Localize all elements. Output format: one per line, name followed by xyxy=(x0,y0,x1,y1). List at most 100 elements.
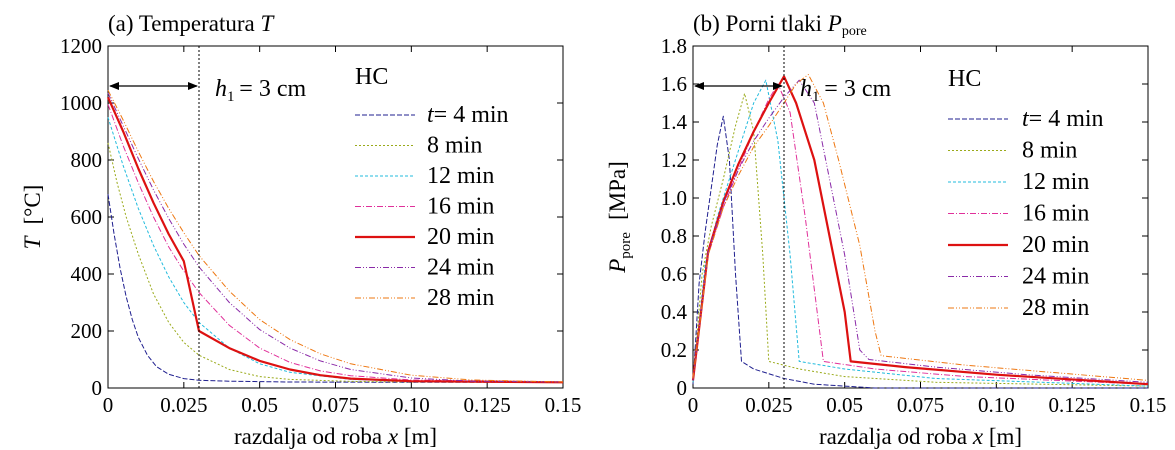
legend-label-text: 20 min xyxy=(427,224,494,250)
legend-label-text: 12 min xyxy=(427,163,494,189)
y-axis-label-var: P xyxy=(605,259,630,274)
x-tick-label: 0.025 xyxy=(745,393,792,417)
y-tick-label: 0.6 xyxy=(661,262,687,286)
series-line-4 xyxy=(106,96,564,384)
legend-label-0: t= 4 min xyxy=(1022,106,1104,132)
legend-label-0: t= 4 min xyxy=(427,102,509,128)
h1-label: h1 = 3 cm xyxy=(215,76,306,105)
legend-label-3: 16 min xyxy=(1022,201,1089,227)
legend-label-5: 24 min xyxy=(427,255,494,281)
x-axis-label-text: razdalja od roba xyxy=(819,424,973,449)
legend-time-var: t xyxy=(427,102,435,128)
y-tick-label: 0.4 xyxy=(661,300,688,324)
x-tick-label: 0.075 xyxy=(897,393,944,417)
y-tick-label: 1200 xyxy=(60,34,102,58)
legend-label-1: 8 min xyxy=(1022,138,1077,164)
legend-label-text: 16 min xyxy=(427,194,494,220)
legend-label-1: 8 min xyxy=(427,133,482,159)
x-tick-label: 0.125 xyxy=(1049,393,1096,417)
legend-label-text: 24 min xyxy=(1022,264,1089,290)
y-tick-label: 800 xyxy=(71,148,103,172)
y-axis-label-unit: [MPa] xyxy=(605,161,630,220)
series-line-4 xyxy=(691,75,1149,386)
x-axis-label-text: razdalja od roba xyxy=(234,424,388,449)
legend-label-text: 20 min xyxy=(1022,232,1089,258)
title-text: (b) Porni tlaki xyxy=(693,11,828,36)
series-line-3 xyxy=(107,104,564,383)
h1-arrow-right-head xyxy=(188,82,198,90)
legend-label-text: 16 min xyxy=(1022,201,1089,227)
y-tick-label: 0 xyxy=(92,376,103,400)
x-tick-label: 0.10 xyxy=(978,393,1015,417)
h1-arrow-left-head xyxy=(694,82,704,90)
series-line-0 xyxy=(692,115,1148,389)
x-tick-label: 0.075 xyxy=(312,393,359,417)
h1-value: = 3 cm xyxy=(820,76,892,102)
y-tick-label: 0 xyxy=(677,376,688,400)
y-tick-label: 600 xyxy=(71,205,103,229)
h1-sub: 1 xyxy=(227,89,235,105)
legend-time-var: t xyxy=(1022,106,1030,132)
h1-arrow-right-head xyxy=(773,82,783,90)
title-sub: pore xyxy=(842,24,867,39)
legend-label-text: 12 min xyxy=(1022,169,1089,195)
panel-title: (b) Porni tlaki Ppore xyxy=(693,11,867,39)
legend-label-2: 12 min xyxy=(1022,169,1089,195)
y-axis-label-sub: pore xyxy=(618,232,634,259)
y-tick-label: 1.4 xyxy=(661,110,688,134)
legend-label-6: 28 min xyxy=(1022,295,1089,321)
h1-value: = 3 cm xyxy=(235,76,307,102)
title-var: P xyxy=(827,11,842,36)
x-tick-label: 0.025 xyxy=(160,393,207,417)
legend-title: HC xyxy=(948,66,981,92)
panel-pore-pressure: 0 0.025 0.05 0.075 0.10 0.125 0.15 0 0.2 0.4 0.6 0.… xyxy=(605,11,1166,449)
x-tick-label: 0.15 xyxy=(545,393,582,417)
y-tick-label: 1.8 xyxy=(661,34,687,58)
series-line-5 xyxy=(107,92,564,383)
legend-label-text: 8 min xyxy=(427,133,482,159)
h1-label: h1 = 3 cm xyxy=(800,76,891,105)
x-axis-label-var: x xyxy=(972,424,984,449)
x-tick-label: 0.125 xyxy=(464,393,511,417)
legend-label-text: = 4 min xyxy=(434,102,509,128)
legend-label-text: = 4 min xyxy=(1029,106,1104,132)
h1-var: h xyxy=(800,76,812,102)
y-tick-label: 0.2 xyxy=(661,338,687,362)
series-line-1 xyxy=(107,142,564,383)
x-tick-label: 0.05 xyxy=(241,393,278,417)
legend-label-2: 12 min xyxy=(427,163,494,189)
h1-var: h xyxy=(215,76,227,102)
legend-label-4: 20 min xyxy=(427,224,494,250)
y-tick-label: 200 xyxy=(71,319,103,343)
y-tick-label: 1.6 xyxy=(661,72,687,96)
x-tick-label: 0.10 xyxy=(393,393,430,417)
x-axis-label-var: x xyxy=(387,424,399,449)
legend: HC t= 4 min 8 min 12 min 16 min 20 min 24 min 2… xyxy=(355,64,509,311)
x-tick-label: 0.15 xyxy=(1130,393,1167,417)
series-line-6 xyxy=(107,89,564,383)
panel-title: (a) Temperatura T xyxy=(108,11,276,36)
legend-label-6: 28 min xyxy=(427,285,494,311)
legend-label-text: 28 min xyxy=(427,285,494,311)
y-axis-label: T [°C] xyxy=(20,185,45,250)
legend-label-4: 20 min xyxy=(1022,232,1089,258)
legend-label-5: 24 min xyxy=(1022,264,1089,290)
y-axis-label-var: T xyxy=(20,234,45,249)
series-line-6 xyxy=(692,74,1149,381)
y-tick-label: 400 xyxy=(71,262,103,286)
legend-label-text: 24 min xyxy=(427,255,494,281)
x-axis-label-unit: [m] xyxy=(983,424,1022,449)
h1-arrow-left-head xyxy=(109,82,119,90)
legend-label-text: 8 min xyxy=(1022,138,1077,164)
x-axis-label: razdalja od roba x [m] xyxy=(234,424,437,449)
h1-sub: 1 xyxy=(812,89,820,105)
title-var: T xyxy=(261,11,276,36)
series-line-0 xyxy=(107,194,563,383)
y-axis-label: Ppore [MPa] xyxy=(605,161,634,274)
series-line-5 xyxy=(692,79,1149,383)
y-tick-label: 0.8 xyxy=(661,224,687,248)
y-tick-label: 1000 xyxy=(60,91,102,115)
series-line-2 xyxy=(692,79,1149,387)
x-tick-label: 0 xyxy=(688,393,699,417)
